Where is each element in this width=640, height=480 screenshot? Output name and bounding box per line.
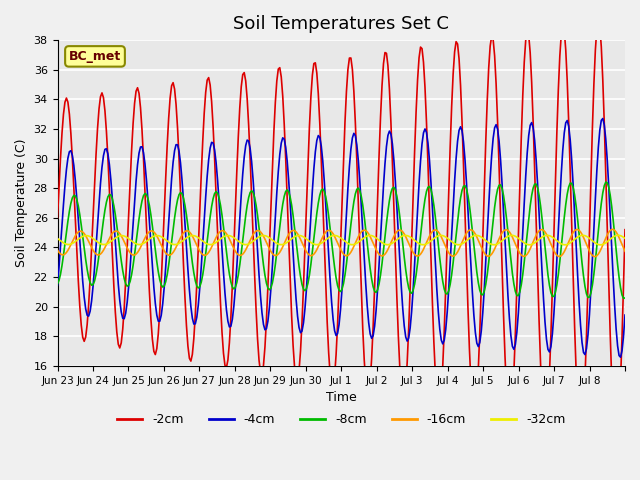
X-axis label: Time: Time <box>326 391 356 404</box>
Legend: -2cm, -4cm, -8cm, -16cm, -32cm: -2cm, -4cm, -8cm, -16cm, -32cm <box>112 408 570 432</box>
Title: Soil Temperatures Set C: Soil Temperatures Set C <box>234 15 449 33</box>
Text: BC_met: BC_met <box>69 50 121 63</box>
Y-axis label: Soil Temperature (C): Soil Temperature (C) <box>15 139 28 267</box>
